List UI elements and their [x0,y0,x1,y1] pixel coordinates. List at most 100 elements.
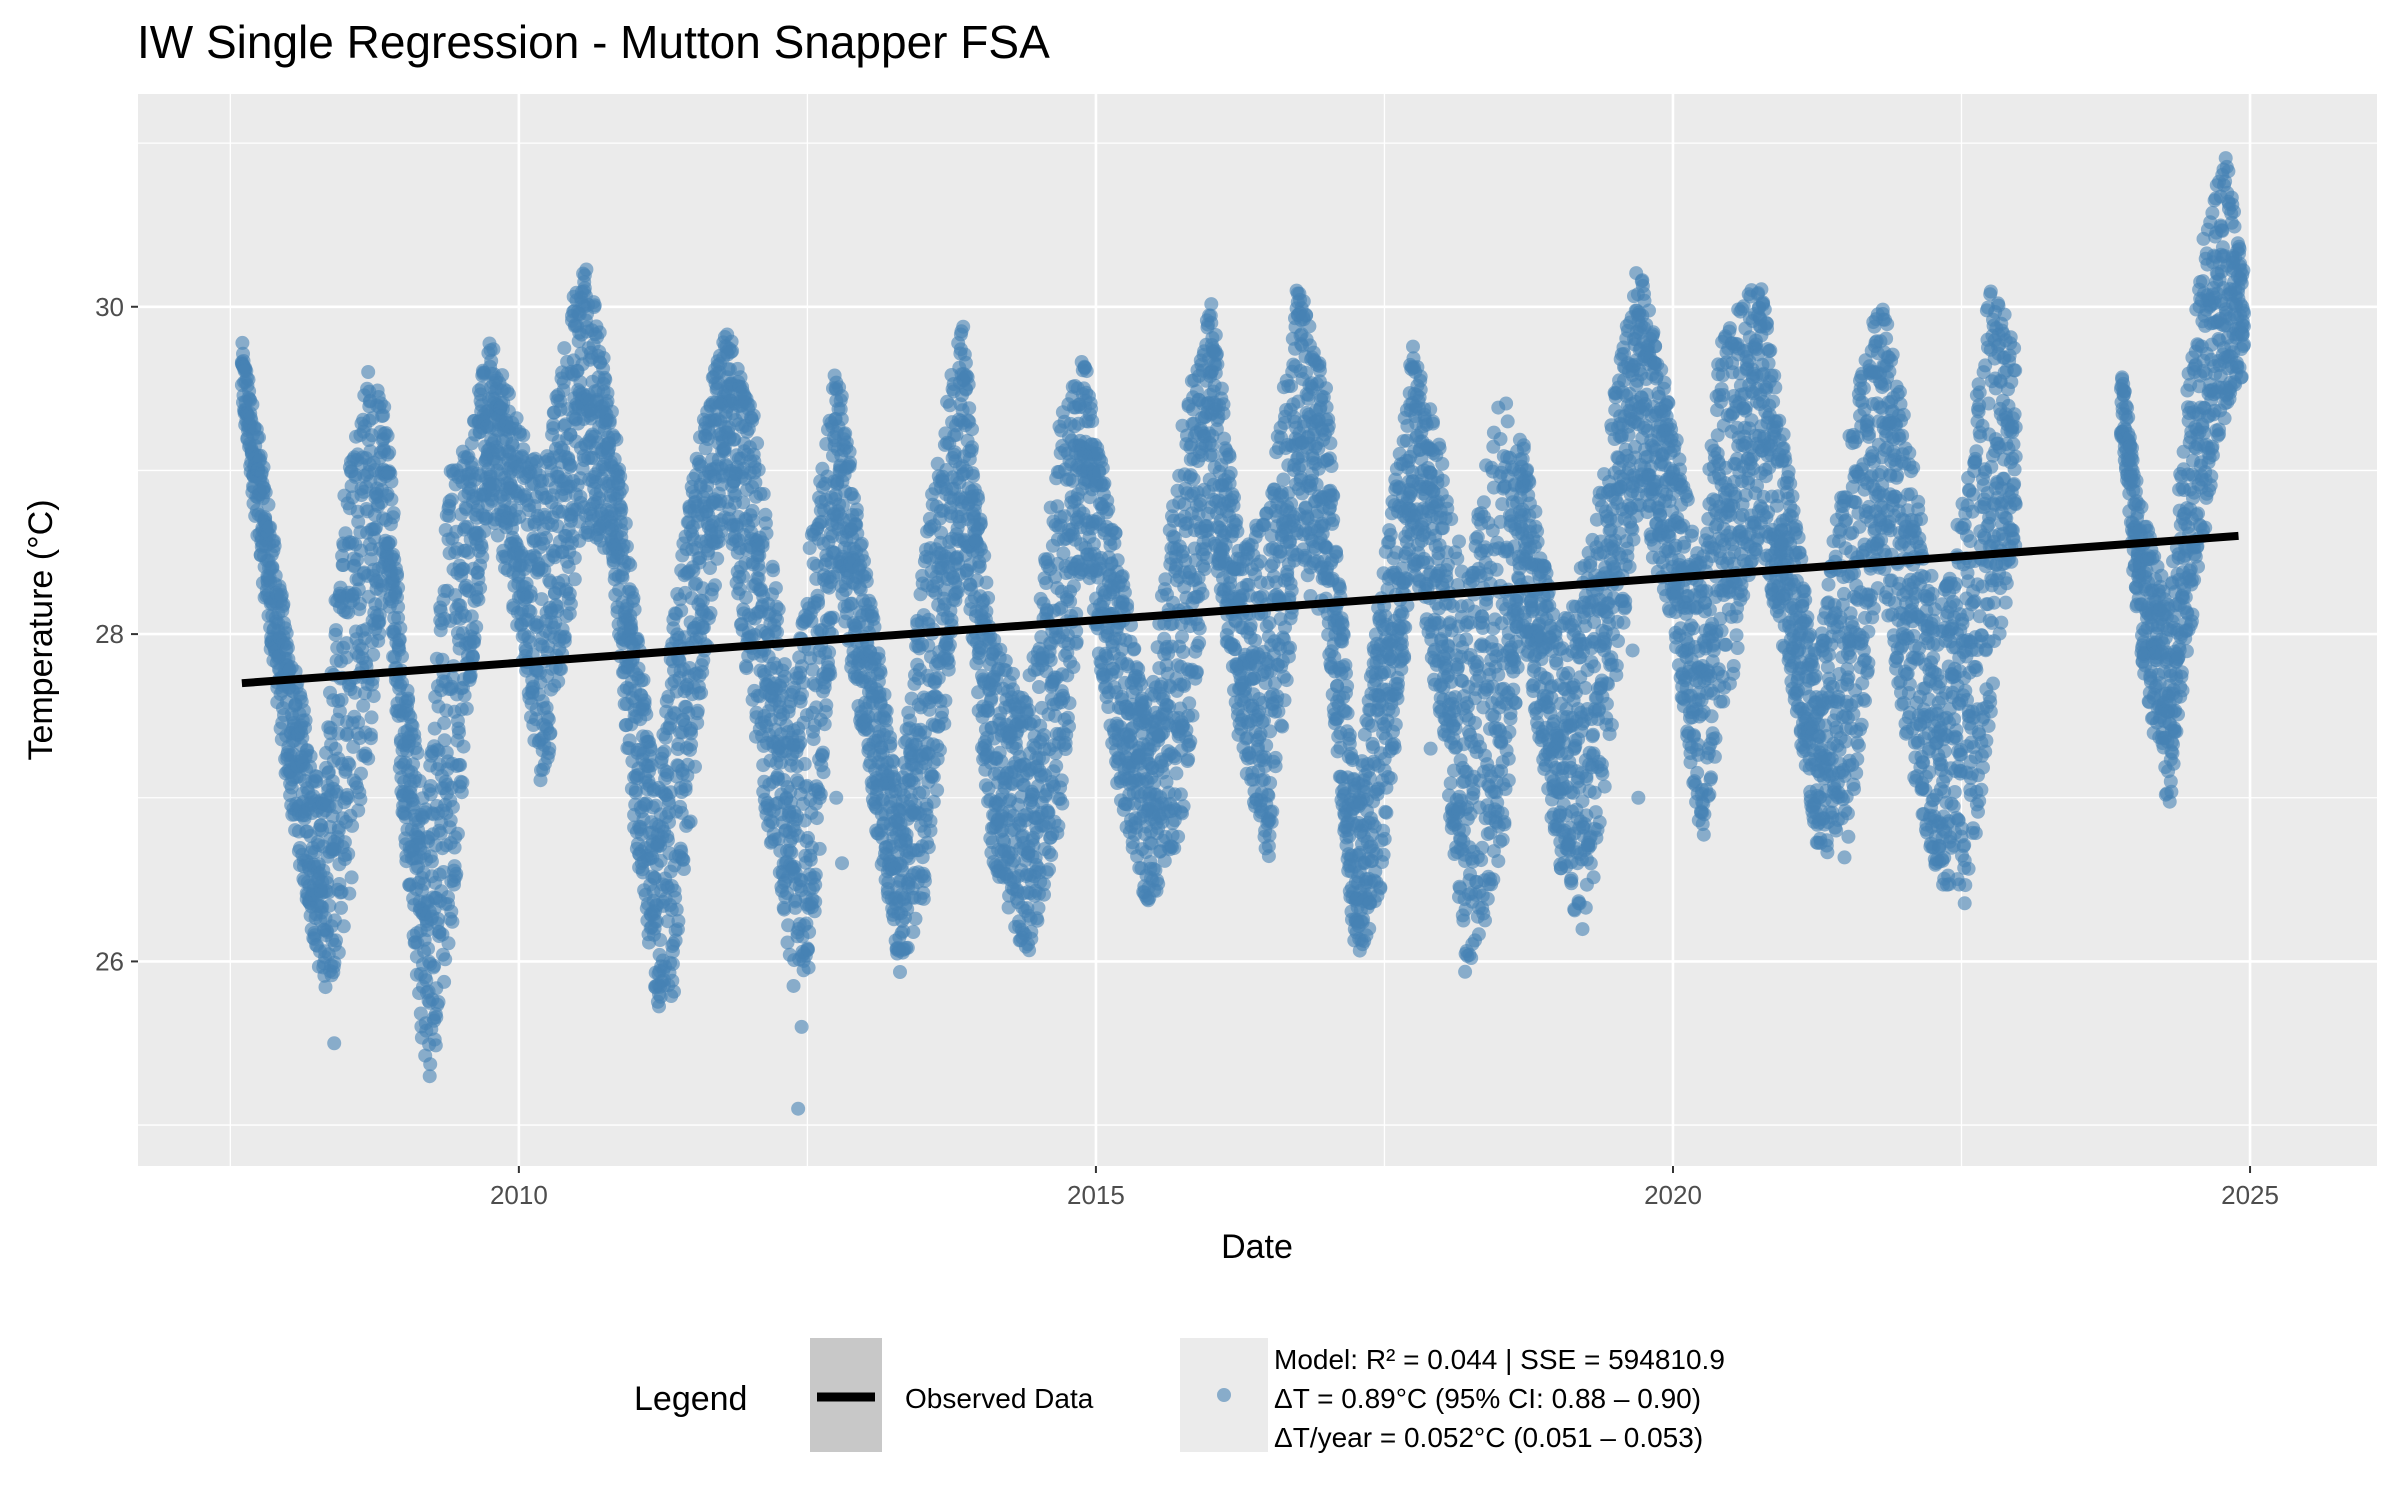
observed-point [322,898,337,913]
observed-point [725,344,740,358]
observed-point [1055,796,1070,811]
observed-point [777,657,792,672]
observed-point [363,731,378,746]
observed-point [384,492,399,507]
observed-point [708,578,722,593]
observed-point [395,649,409,664]
observed-point [364,710,379,725]
observed-point [280,640,295,655]
observed-point [351,803,366,818]
observed-point [613,469,628,484]
observed-point [423,1057,438,1072]
observed-point [342,886,357,901]
chart-title: IW Single Regression - Mutton Snapper FS… [137,16,1050,68]
observed-point [268,568,283,583]
observed-point [495,368,510,383]
observed-point [596,351,611,365]
observed-point [879,703,894,718]
observed-point [739,661,754,676]
observed-point [941,662,956,677]
observed-point [516,442,531,457]
observed-point [354,766,368,781]
observed-point [252,430,266,445]
observed-point [456,739,471,754]
observed-point [766,563,781,578]
observed-point [793,735,808,750]
observed-point [353,792,368,807]
observed-point [660,833,675,848]
observed-point [917,874,932,889]
observed-point [539,530,553,545]
observed-point [361,751,376,766]
observed-point [1066,579,1081,594]
observed-point [261,497,276,512]
observed-point [817,717,832,732]
observed-point [916,891,931,906]
observed-point [797,757,812,771]
observed-point [614,503,629,518]
observed-point [802,925,817,939]
observed-point [372,626,387,641]
observed-point [1084,401,1099,416]
observed-point [329,933,343,948]
observed-point [811,596,825,611]
observed-point [965,422,979,437]
observed-point [421,941,435,956]
observed-point [334,900,348,915]
observed-point [752,563,767,577]
observed-point [973,516,988,531]
observed-point [771,602,786,617]
observed-point [336,919,351,934]
observed-point [921,840,936,855]
observed-point [627,602,642,617]
observed-point [437,733,452,748]
observed-point [688,759,702,774]
observed-point [391,580,406,595]
observed-point [1151,876,1166,891]
observed-point [849,508,864,523]
observed-point [977,548,992,563]
observed-point [900,940,915,955]
observed-point [393,621,408,636]
observed-point [1101,502,1116,517]
observed-point [600,386,615,401]
observed-point [331,945,346,960]
observed-point [770,625,784,640]
observed-point [563,458,578,473]
observed-point [340,790,355,805]
observed-point [380,428,395,443]
observed-point [453,758,468,772]
observed-point [636,673,651,687]
observed-point [604,404,619,419]
observed-point [309,769,324,784]
observed-point [449,866,464,881]
observed-point [1030,913,1045,928]
observed-point [961,377,976,392]
observed-point [657,744,672,759]
observed-point [288,664,303,679]
observed-point [674,603,689,618]
observed-point [710,551,725,566]
observed-point [258,485,273,500]
observed-point [614,482,629,496]
observed-point [567,551,582,565]
observed-point [356,698,371,713]
observed-point [592,325,607,340]
observed-point [437,974,452,989]
observed-point [813,787,828,802]
observed-point [598,372,613,387]
observed-point [383,535,398,550]
observed-point [450,826,465,841]
observed-point [337,835,352,850]
observed-point [899,827,914,842]
observed-point [816,765,831,780]
observed-point [819,698,834,713]
observed-point [392,632,407,647]
observed-point [342,757,357,772]
observed-point [801,960,816,975]
observed-point [543,726,558,741]
observed-point [563,596,578,611]
observed-point [587,298,602,313]
observed-point [444,492,459,507]
